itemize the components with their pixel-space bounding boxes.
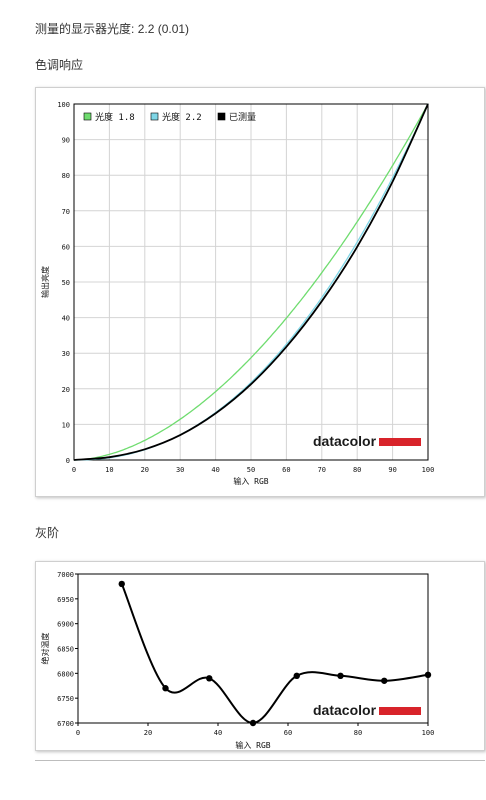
y-tick-label: 0 xyxy=(66,457,70,465)
x-tick-label: 100 xyxy=(422,729,435,737)
legend-label: 光度 1.8 xyxy=(95,111,135,123)
x-tick-label: 40 xyxy=(214,729,222,737)
x-axis-label: 输入 RGB xyxy=(235,740,270,750)
gamma-label: 测量的显示器光度: xyxy=(35,22,135,36)
y-tick-label: 6750 xyxy=(57,695,74,703)
footer-divider xyxy=(35,760,485,761)
y-tick-label: 100 xyxy=(57,101,70,109)
y-tick-label: 6700 xyxy=(57,720,74,728)
y-tick-label: 7000 xyxy=(57,571,74,579)
x-tick-label: 70 xyxy=(318,466,326,474)
y-axis-label: 输出亮度 xyxy=(40,266,50,298)
series-line-1 xyxy=(73,103,429,461)
x-tick-label: 50 xyxy=(247,466,255,474)
legend-swatch xyxy=(150,112,159,121)
data-point xyxy=(162,685,169,692)
tone-response-panel: 0 10 20 30 40 50 60 70 80 90 100 0 10 20 30 40 50 60 70 80 9… xyxy=(35,87,485,497)
x-tick-label: 0 xyxy=(76,729,80,737)
grayscale-panel: 0 20 40 60 80 100 6700 6750 6800 6850 6900 6950 7000… xyxy=(35,561,485,751)
data-point xyxy=(424,671,432,679)
x-tick-label: 20 xyxy=(141,466,149,474)
data-point xyxy=(381,677,388,684)
y-tick-label: 50 xyxy=(62,279,70,287)
x-tick-label: 20 xyxy=(144,729,152,737)
x-tick-label: 80 xyxy=(354,729,362,737)
data-point xyxy=(118,580,125,588)
legend-label: 已测量 xyxy=(229,112,256,123)
tone-response-chart: 0 10 20 30 40 50 60 70 80 90 100 0 10 20 30 40 50 60 70 80 9… xyxy=(40,101,435,486)
x-tick-label: 90 xyxy=(388,466,396,474)
y-axis-label: 绝对温度 xyxy=(40,633,50,665)
datacolor-logo-text: datacolor xyxy=(313,702,377,718)
y-tick-label: 6950 xyxy=(57,596,74,604)
y-tick-label: 70 xyxy=(62,208,70,216)
y-tick-label: 30 xyxy=(62,350,70,358)
temperature-line xyxy=(120,583,429,725)
y-tick-label: 6850 xyxy=(57,646,74,654)
plot-frame xyxy=(77,573,429,724)
x-tick-label: 60 xyxy=(284,729,292,737)
y-tick-label: 40 xyxy=(62,315,70,323)
x-tick-label: 30 xyxy=(176,466,184,474)
legend-swatch xyxy=(83,112,92,121)
data-point xyxy=(206,675,213,682)
y-tick-label: 20 xyxy=(62,386,70,394)
datacolor-logo-text: datacolor xyxy=(313,433,377,449)
x-tick-label: 0 xyxy=(72,466,76,474)
y-tick-label: 90 xyxy=(62,137,70,145)
x-tick-label: 80 xyxy=(353,466,361,474)
gamma-value: 2.2 (0.01) xyxy=(137,22,190,36)
plot-frame xyxy=(73,103,429,461)
datacolor-logo-bar xyxy=(379,707,421,715)
x-tick-label: 60 xyxy=(282,466,290,474)
series-line-3 xyxy=(73,103,429,461)
grayscale-title: 灰阶 xyxy=(35,526,60,540)
data-point xyxy=(249,719,257,727)
y-tick-label: 10 xyxy=(62,421,70,429)
gamma-heading: 测量的显示器光度: 2.2 (0.01) xyxy=(35,20,189,37)
y-tick-label: 6800 xyxy=(57,670,74,678)
tone-response-title: 色调响应 xyxy=(35,58,84,72)
y-tick-label: 80 xyxy=(62,172,70,180)
x-tick-label: 100 xyxy=(422,466,435,474)
x-tick-label: 40 xyxy=(211,466,219,474)
y-tick-label: 60 xyxy=(62,243,70,251)
y-tick-label: 6900 xyxy=(57,621,74,629)
legend-swatch xyxy=(217,112,226,121)
grayscale-chart: 0 20 40 60 80 100 6700 6750 6800 6850 6900 6950 7000… xyxy=(40,571,435,750)
data-point xyxy=(293,672,300,680)
data-point xyxy=(337,672,344,680)
datacolor-logo-bar xyxy=(379,438,421,446)
x-axis-label: 输入 RGB xyxy=(233,476,268,486)
legend-label: 光度 2.2 xyxy=(162,111,202,123)
x-tick-label: 10 xyxy=(105,466,113,474)
